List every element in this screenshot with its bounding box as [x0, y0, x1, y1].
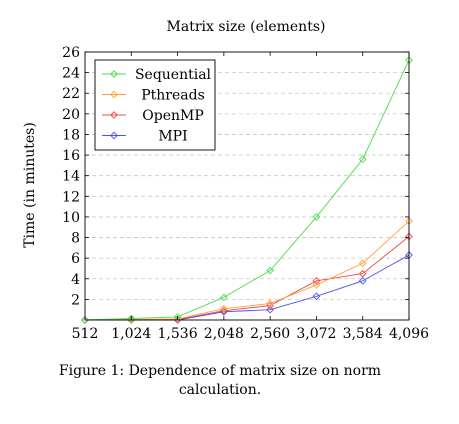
data-point: [312, 292, 321, 301]
legend-item: Sequential: [102, 67, 212, 83]
data-point: [312, 281, 321, 289]
data-point: [358, 155, 367, 164]
data-point: [81, 316, 89, 324]
data-point: [266, 266, 274, 275]
y-tick-label: 8: [71, 231, 80, 247]
data-point: [358, 259, 367, 268]
legend-label: Pthreads: [141, 88, 205, 104]
x-tick-label: 4,096: [389, 326, 429, 342]
y-tick-label: 6: [71, 251, 80, 267]
legend-marker: [110, 131, 118, 140]
y-tick-label: 18: [62, 127, 80, 143]
legend-label: OpenMP: [142, 108, 204, 124]
plot-frame: [84, 51, 410, 321]
data-point: [220, 304, 228, 313]
y-tick-label: 2: [71, 292, 80, 308]
y-tick-label: 14: [62, 169, 80, 185]
series-line-pthreads: [84, 220, 410, 321]
legend-item: MPI: [102, 129, 188, 145]
x-tick-label: 3,584: [343, 326, 383, 342]
legend-label: Sequential: [135, 67, 212, 83]
y-axis-label: Time (in minutes): [22, 122, 38, 248]
series-mpi: [81, 251, 413, 324]
legend-box: [94, 59, 216, 151]
data-point: [358, 269, 367, 278]
y-tick-label: 26: [62, 45, 80, 61]
x-tick-label: 1,024: [111, 326, 151, 342]
figure-caption: Figure 1: Dependence of matrix size on n…: [58, 363, 382, 398]
chart-title: Matrix size (elements): [167, 19, 326, 35]
series-line-sequential: [84, 60, 410, 321]
y-tick-label: 12: [62, 189, 80, 205]
data-point: [312, 213, 321, 221]
y-tick-label: 20: [62, 107, 80, 123]
series-layer: [81, 56, 413, 324]
data-point: [312, 276, 321, 285]
legend-label: MPI: [158, 129, 187, 145]
x-tick-label: 2,048: [204, 326, 244, 342]
x-tick-label: 1,536: [158, 326, 198, 342]
data-point: [127, 314, 136, 323]
data-point: [358, 276, 367, 285]
legend-marker: [110, 111, 118, 119]
y-tick-label: 16: [62, 148, 80, 164]
legend-marker: [110, 90, 118, 99]
legend-item: Pthreads: [102, 88, 205, 104]
y-tick-label: 22: [62, 86, 80, 102]
y-tick-label: 4: [71, 272, 80, 288]
y-tick-label: 10: [62, 210, 80, 226]
series-sequential: [81, 56, 413, 324]
data-point: [220, 293, 228, 302]
legend-item: OpenMP: [102, 108, 204, 124]
grid: [85, 72, 409, 300]
x-tick-label: 2,560: [250, 326, 290, 342]
data-point: [266, 305, 274, 314]
y-tick-label: 24: [62, 66, 80, 82]
x-tick-label: 3,072: [296, 326, 336, 342]
x-tick-label: 512: [72, 326, 99, 342]
data-point: [266, 299, 274, 308]
legend: Sequential Pthreads OpenMP MPI: [94, 59, 216, 151]
legend-marker: [110, 70, 118, 78]
series-line-openmp: [84, 236, 410, 321]
